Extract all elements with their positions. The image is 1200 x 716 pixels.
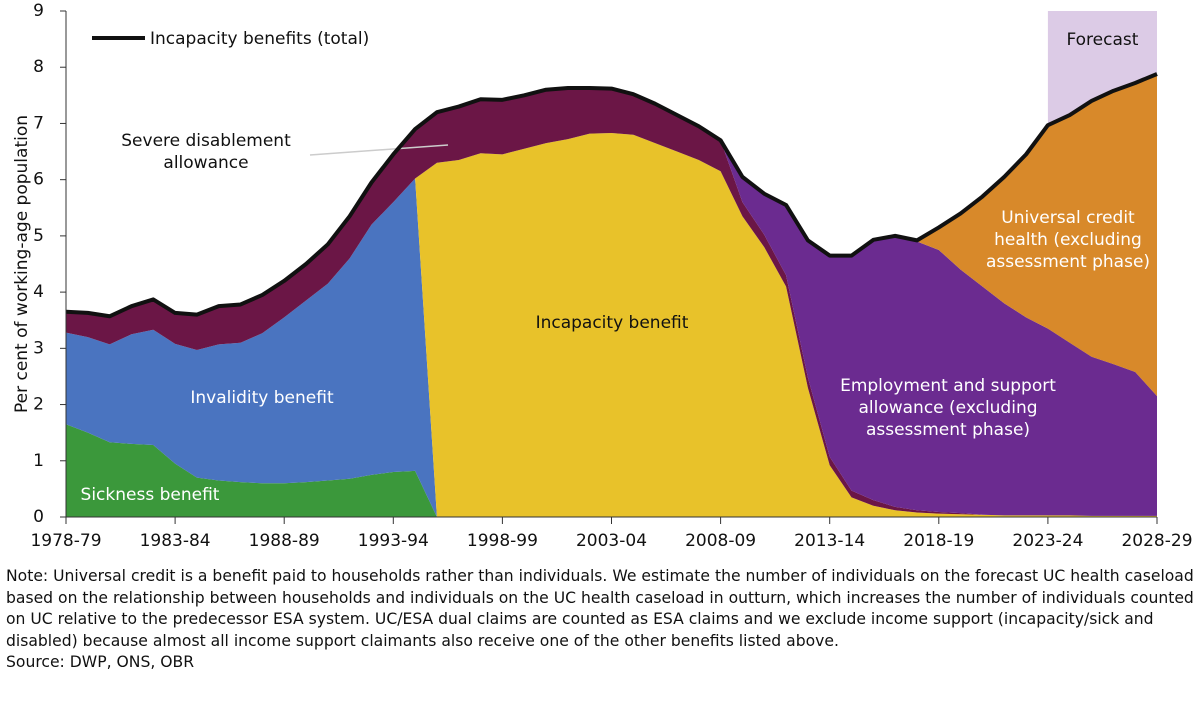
y-tick-label: 8 (33, 57, 44, 77)
area (66, 88, 1157, 516)
y-tick-label: 9 (33, 1, 44, 21)
x-tick-label: 2018-19 (903, 531, 974, 551)
area (66, 133, 1157, 517)
y-axis-label: Per cent of working-age population (12, 115, 32, 413)
legend-label: Incapacity benefits (total) (150, 29, 369, 49)
area (66, 424, 1157, 517)
area-label: Severe disablement allowance (121, 131, 291, 173)
area (66, 73, 1157, 397)
y-tick-label: 1 (33, 451, 44, 471)
source: Source: DWP, ONS, OBR (6, 653, 195, 671)
x-tick-label: 2028-29 (1121, 531, 1192, 551)
x-tick-label: 1983-84 (140, 531, 211, 551)
y-tick-label: 2 (33, 395, 44, 415)
area-label: Invalidity benefit (190, 388, 334, 408)
area (66, 88, 1157, 516)
y-tick-label: 3 (33, 338, 44, 358)
y-tick-label: 4 (33, 282, 44, 302)
x-tick-label: 1998-99 (467, 531, 538, 551)
x-tick-label: 1993-94 (358, 531, 429, 551)
y-tick-label: 0 (33, 507, 44, 527)
x-tick-label: 1978-79 (30, 531, 101, 551)
x-tick-label: 2008-09 (685, 531, 756, 551)
y-tick-label: 5 (33, 226, 44, 246)
note-text: Note: Universal credit is a benefit paid… (6, 567, 1194, 650)
x-tick-label: 2023-24 (1012, 531, 1083, 551)
leader-line (309, 144, 449, 156)
x-tick-label: 1988-89 (249, 531, 320, 551)
area-label: Universal credit health (excluding asses… (985, 208, 1151, 272)
x-tick-label: 2013-14 (794, 531, 865, 551)
y-tick-label: 7 (33, 113, 44, 133)
chart: Incapacity benefits (total) 0 1 2 3 4 5 6 7 8 9 197… (12, 1, 1193, 551)
area (66, 178, 1157, 517)
area-label: Sickness benefit (80, 485, 220, 505)
y-tick-label: 6 (33, 170, 44, 190)
forecast-label: Forecast (1066, 30, 1139, 50)
note: Note: Universal credit is a benefit paid… (6, 566, 1196, 674)
x-tick-label: 2003-04 (576, 531, 647, 551)
area-label: Incapacity benefit (535, 313, 689, 333)
total-line (65, 72, 1158, 319)
area-label: Employment and support allowance (exclud… (840, 376, 1056, 440)
